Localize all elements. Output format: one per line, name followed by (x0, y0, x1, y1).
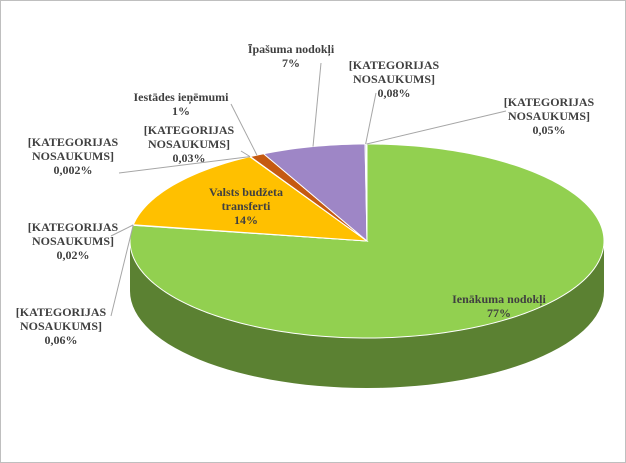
data-label: Īpašuma nodokļi 7% (236, 42, 346, 70)
label-value: 0,02% (56, 248, 90, 262)
label-name: [KATEGORIJAS NOSAUKUMS] (27, 220, 119, 248)
leader-line (110, 224, 134, 237)
data-label: [KATEGORIJAS NOSAUKUMS] 0,02% (18, 220, 128, 262)
slice (132, 156, 369, 242)
data-label: [KATEGORIJAS NOSAUKUMS] 0,05% (494, 95, 604, 137)
label-value: 77% (487, 306, 511, 320)
label-name: Ienākuma nodokļi (452, 292, 546, 306)
label-name: [KATEGORIJAS NOSAUKUMS] (15, 305, 107, 333)
data-label: Valsts budžeta transferti 14% (201, 185, 291, 227)
label-value: 14% (234, 213, 258, 227)
label-value: 0,03% (172, 151, 206, 165)
label-name: Valsts budžeta transferti (209, 185, 283, 213)
data-label: [KATEGORIJAS NOSAUKUMS] 0,08% (339, 58, 449, 100)
label-value: 0,002% (53, 163, 93, 177)
leader-line (118, 156, 250, 174)
label-name: Īpašuma nodokļi (247, 42, 335, 56)
data-label: [KATEGORIJAS NOSAUKUMS] 0,06% (6, 305, 116, 347)
leader-line (312, 62, 322, 147)
label-value: 0,08% (377, 86, 411, 100)
label-value: 7% (282, 56, 300, 70)
label-name: Iestādes ieņēmumi (133, 90, 229, 104)
data-label: [KATEGORIJAS NOSAUKUMS] 0,002% (18, 135, 128, 177)
label-value: 0,06% (44, 333, 78, 347)
data-label: Iestādes ieņēmumi 1% (126, 90, 236, 118)
label-value: 0,05% (532, 123, 566, 137)
slice-side (130, 241, 604, 388)
data-label: [KATEGORIJAS NOSAUKUMS] 0,03% (134, 123, 244, 165)
leader-line (240, 150, 251, 158)
leader-line (230, 103, 258, 156)
leader-line (365, 92, 377, 145)
leader-line (110, 224, 134, 317)
label-value: 1% (172, 104, 190, 118)
leader-line (366, 110, 507, 145)
label-name: [KATEGORIJAS NOSAUKUMS] (27, 135, 119, 163)
label-name: [KATEGORIJAS NOSAUKUMS] (348, 58, 440, 86)
data-label: Ienākuma nodokļi 77% (444, 292, 554, 320)
label-name: [KATEGORIJAS NOSAUKUMS] (143, 123, 235, 151)
label-name: [KATEGORIJAS NOSAUKUMS] (503, 95, 595, 123)
